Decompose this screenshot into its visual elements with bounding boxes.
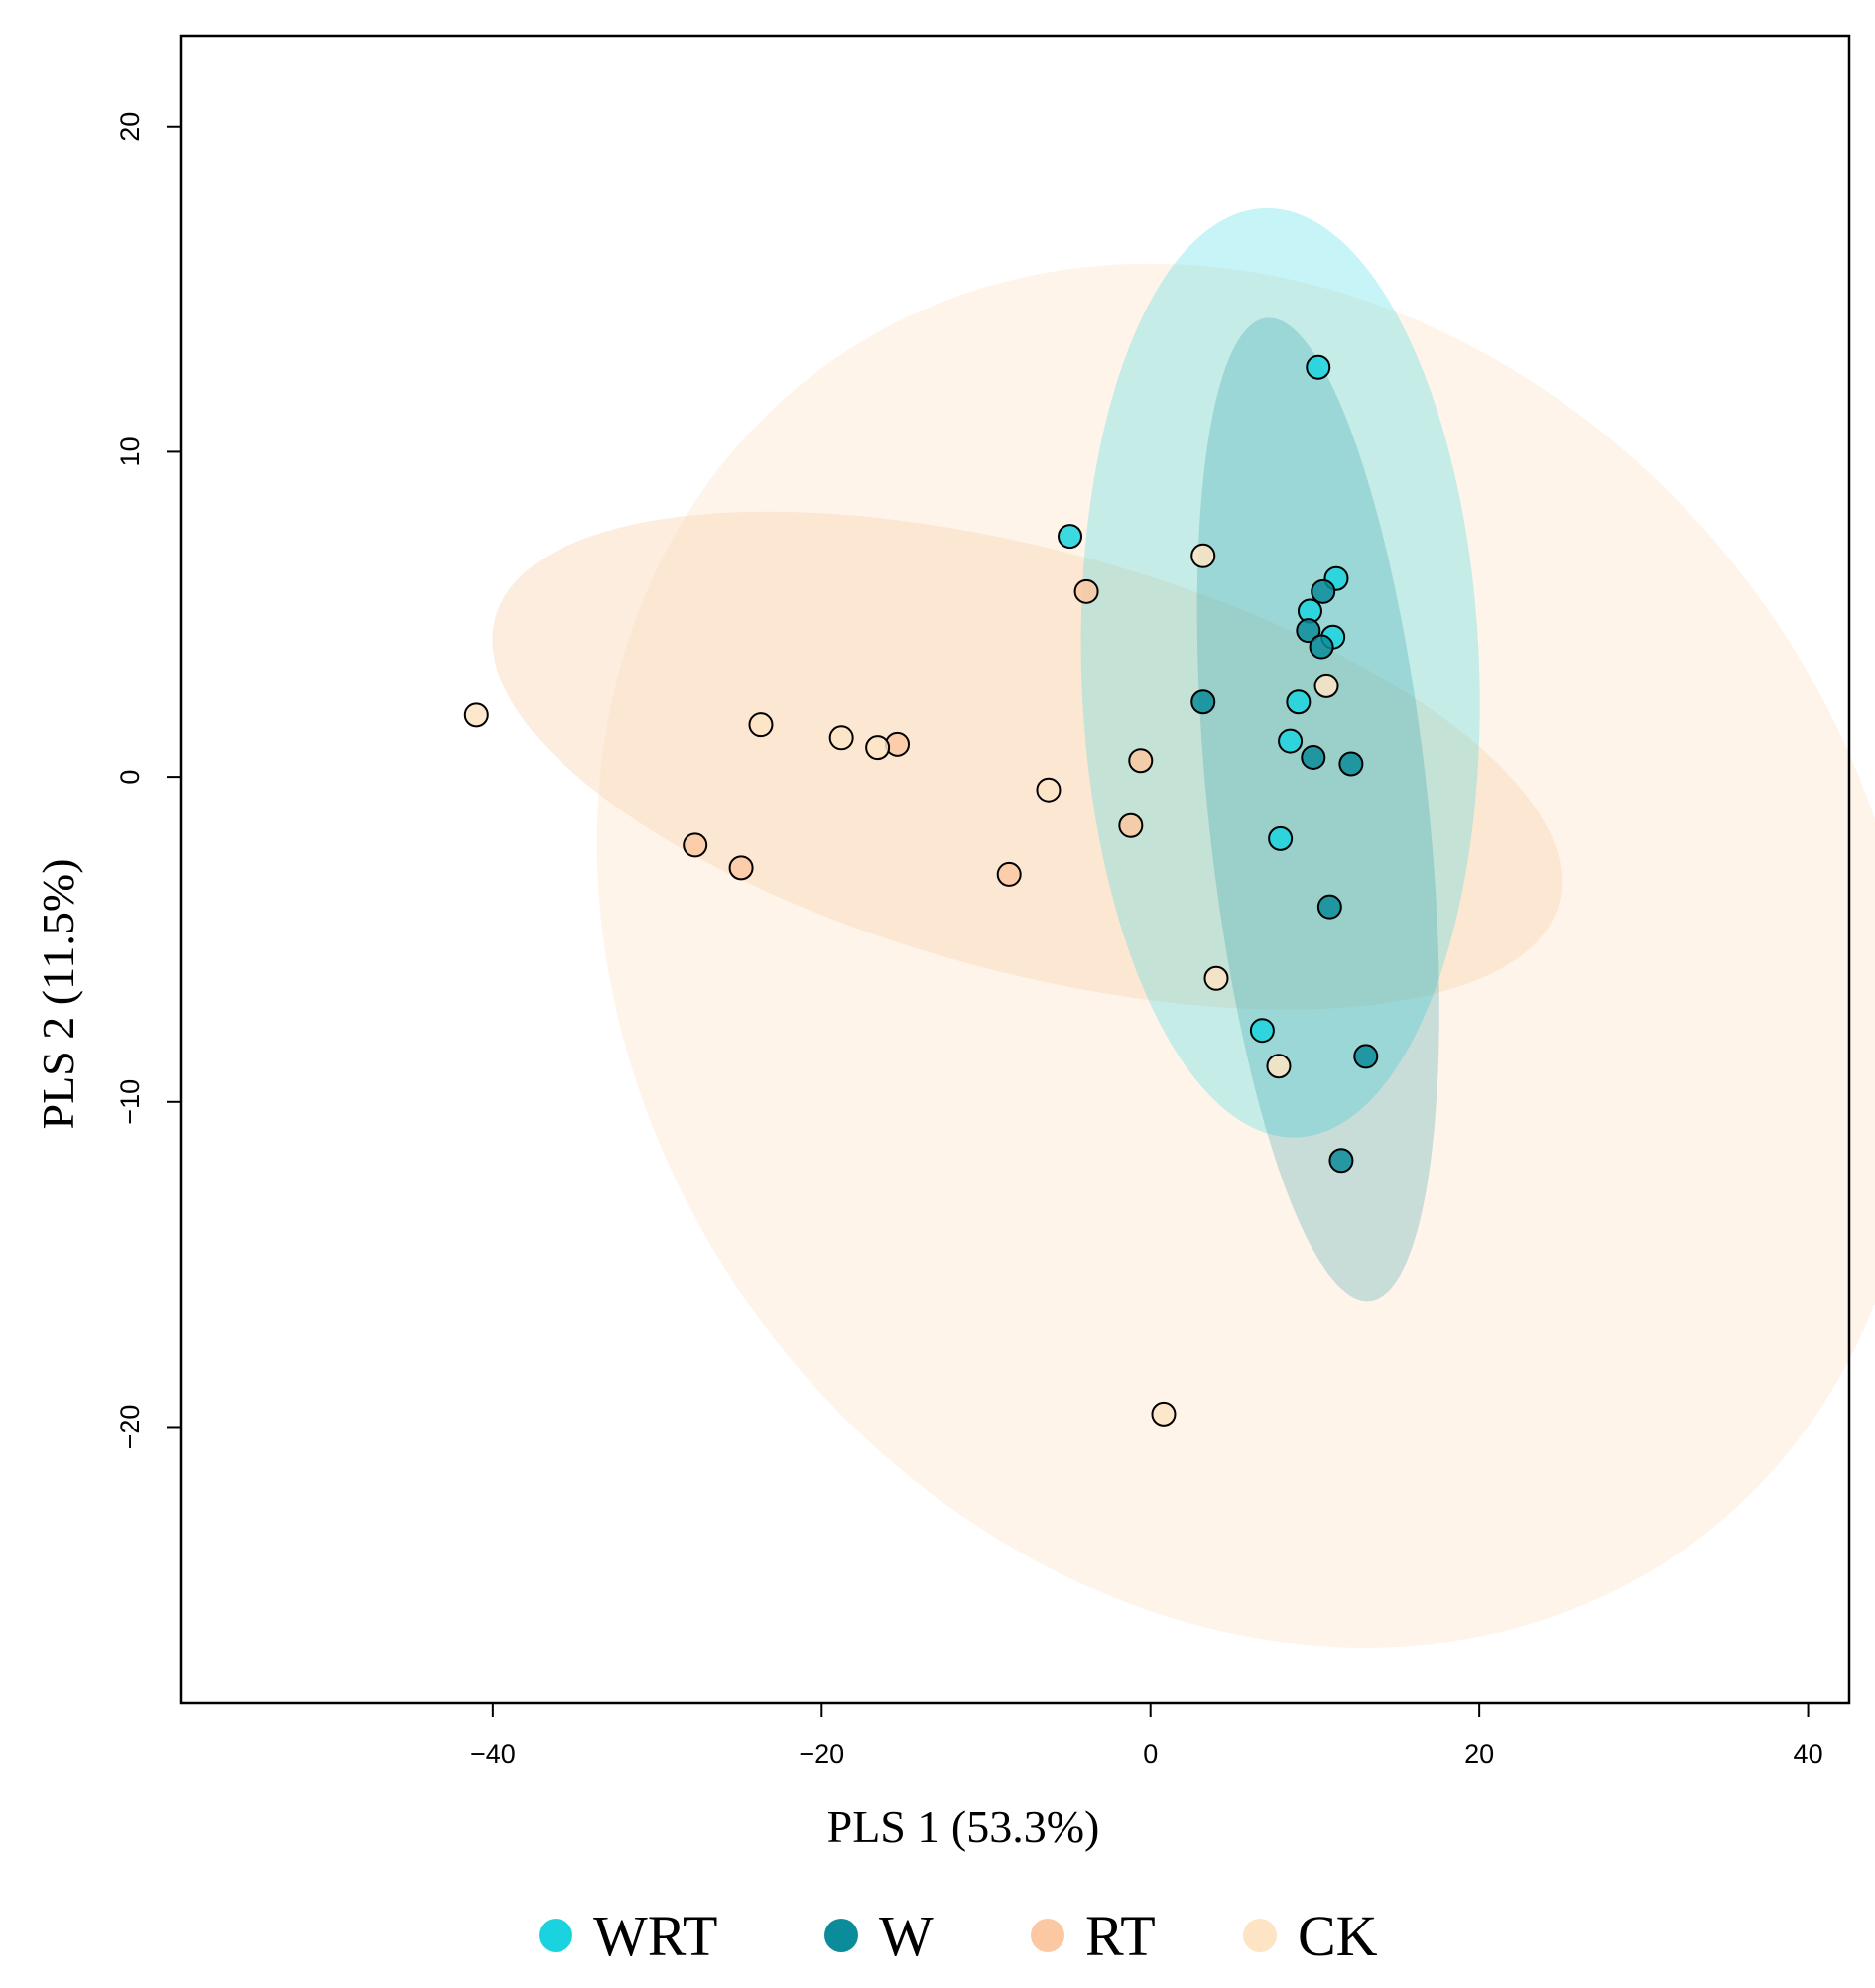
x-tick-label: 0	[1143, 1739, 1158, 1769]
confidence-ellipses	[492, 207, 1875, 1648]
point-ck-6	[1190, 543, 1216, 568]
data-points	[463, 354, 1379, 1427]
x-axis: −40 −20 0 20 40	[470, 1702, 1823, 1769]
point-rt-4	[1118, 812, 1144, 838]
point-rt-1	[1073, 578, 1099, 604]
point-rt-6	[728, 855, 754, 881]
y-axis: −20 −10 0 10 20	[115, 112, 182, 1450]
y-tick-label: 20	[115, 112, 145, 142]
x-tick-label: −20	[799, 1739, 844, 1769]
legend: WRT W RT CK	[539, 1904, 1378, 1968]
y-tick-label: 10	[115, 436, 145, 466]
ellipse-ck	[596, 263, 1875, 1648]
point-ck-3	[828, 725, 854, 751]
point-wrt-9	[1249, 1018, 1275, 1044]
point-w-2	[1296, 618, 1321, 644]
point-w-9	[1328, 1148, 1354, 1174]
ellipse-wrt	[1080, 207, 1480, 1138]
point-wrt-6	[1286, 689, 1312, 715]
legend-marker-wrt	[539, 1919, 572, 1952]
point-ck-2	[748, 712, 774, 738]
point-w-4	[1190, 689, 1216, 715]
point-w-1	[1311, 578, 1336, 604]
x-tick-label: −40	[470, 1739, 516, 1769]
legend-marker-ck	[1243, 1919, 1277, 1952]
point-w-7	[1316, 894, 1342, 920]
point-rt-3	[1128, 748, 1154, 774]
point-wrt-7	[1278, 728, 1304, 754]
legend-marker-w	[824, 1919, 858, 1952]
point-w-6	[1338, 751, 1364, 777]
ellipse-w	[1196, 317, 1439, 1302]
legend-label-rt: RT	[1085, 1904, 1156, 1968]
point-ck-1	[463, 702, 489, 728]
legend-label-ck: CK	[1298, 1904, 1378, 1968]
point-w-8	[1353, 1044, 1379, 1069]
point-rt-7	[996, 861, 1022, 887]
x-axis-title: PLS 1 (53.3%)	[827, 1802, 1100, 1852]
point-ck-10	[1151, 1401, 1177, 1427]
point-w-5	[1301, 744, 1326, 770]
ellipse-rt	[492, 511, 1562, 1010]
y-tick-label: 0	[115, 770, 145, 785]
point-w-3	[1309, 634, 1334, 660]
point-ck-9	[1266, 1054, 1292, 1079]
x-tick-label: 40	[1794, 1739, 1823, 1769]
point-ck-8	[1203, 965, 1229, 991]
y-tick-label: −20	[115, 1405, 145, 1450]
point-ck-4	[865, 735, 891, 761]
legend-label-wrt: WRT	[593, 1904, 717, 1968]
point-ck-7	[1313, 673, 1339, 698]
point-ck-5	[1036, 777, 1062, 803]
point-wrt-1	[1306, 354, 1331, 380]
y-tick-label: −10	[115, 1079, 145, 1125]
y-axis-title: PLS 2 (11.5%)	[33, 858, 83, 1129]
point-rt-5	[683, 832, 708, 858]
x-tick-label: 20	[1464, 1739, 1494, 1769]
legend-label-w: W	[879, 1904, 934, 1968]
point-wrt-8	[1268, 825, 1294, 851]
point-wrt-2	[1058, 524, 1083, 550]
legend-marker-rt	[1031, 1919, 1064, 1952]
